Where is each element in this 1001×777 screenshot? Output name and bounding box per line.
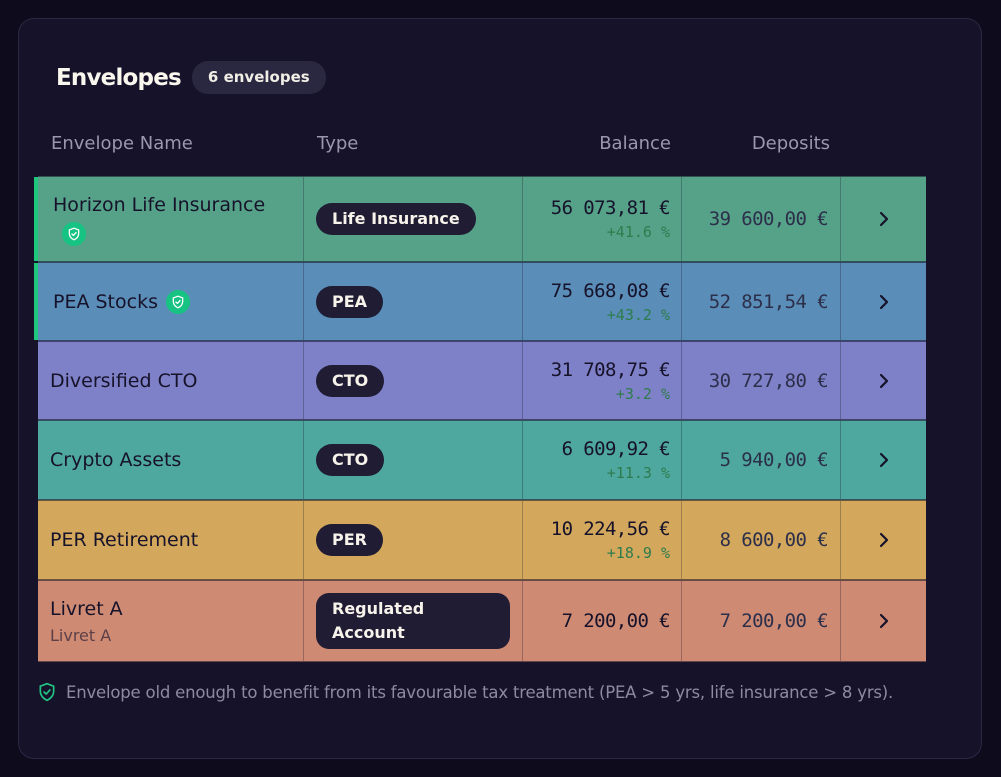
balance-cell: 10 224,56 € +18.9 % bbox=[523, 501, 682, 579]
page-title: Envelopes bbox=[56, 64, 182, 91]
envelopes-table: Horizon Life Insurance Life Insurance 56… bbox=[34, 176, 926, 662]
type-cell: CTO bbox=[304, 421, 523, 499]
table-row[interactable]: Horizon Life Insurance Life Insurance 56… bbox=[34, 176, 926, 262]
column-header-deposits[interactable]: Deposits bbox=[751, 133, 830, 154]
chevron-right-icon bbox=[879, 613, 888, 629]
balance-cell: 75 668,08 € +43.2 % bbox=[523, 263, 682, 340]
name-cell: Horizon Life Insurance bbox=[38, 177, 304, 261]
type-cell: Regulated Account bbox=[304, 581, 523, 661]
tax-footnote: Envelope old enough to benefit from its … bbox=[37, 682, 893, 702]
balance-cell: 6 609,92 € +11.3 % bbox=[523, 421, 682, 499]
open-row-button[interactable] bbox=[841, 177, 926, 261]
chevron-right-icon bbox=[879, 373, 888, 388]
name-cell: Diversified CTO bbox=[38, 342, 304, 419]
open-row-button[interactable] bbox=[841, 421, 926, 499]
performance-percent: +11.3 % bbox=[606, 464, 670, 482]
shield-check-icon bbox=[39, 682, 55, 702]
deposits-cell: 30 727,80 € bbox=[682, 342, 841, 419]
name-cell: PEA Stocks bbox=[38, 263, 304, 340]
deposits-amount: 8 600,00 € bbox=[719, 529, 829, 551]
column-header-type[interactable]: Type bbox=[317, 133, 359, 154]
type-cell: CTO bbox=[304, 342, 523, 419]
deposits-cell: 8 600,00 € bbox=[682, 501, 841, 579]
envelope-subtitle: Livret A bbox=[50, 625, 112, 645]
envelope-name: Diversified CTO bbox=[50, 369, 198, 392]
deposits-cell: 5 940,00 € bbox=[682, 421, 841, 499]
balance-amount: 7 200,00 € bbox=[561, 610, 671, 632]
card-header: Envelopes 6 envelopes bbox=[56, 61, 326, 94]
shield-check-icon bbox=[62, 222, 86, 246]
envelope-name: Crypto Assets bbox=[50, 449, 182, 471]
envelope-count-badge: 6 envelopes bbox=[191, 61, 326, 94]
balance-amount: 56 073,81 € bbox=[550, 197, 671, 219]
envelope-name: Livret A bbox=[50, 597, 123, 620]
open-row-button[interactable] bbox=[841, 501, 926, 579]
type-badge: CTO bbox=[316, 364, 385, 397]
balance-amount: 10 224,56 € bbox=[550, 518, 671, 540]
chevron-right-icon bbox=[879, 532, 888, 548]
deposits-amount: 7 200,00 € bbox=[719, 610, 829, 632]
type-badge: PEA bbox=[316, 285, 384, 318]
name-cell: PER Retirement bbox=[38, 501, 304, 579]
type-badge: Regulated Account bbox=[316, 593, 510, 649]
balance-amount: 6 609,92 € bbox=[561, 438, 671, 460]
shield-check-icon bbox=[165, 289, 190, 314]
table-row[interactable]: PER Retirement PER 10 224,56 € +18.9 % 8… bbox=[38, 500, 926, 580]
balance-cell: 56 073,81 € +41.6 % bbox=[523, 177, 682, 261]
performance-percent: +3.2 % bbox=[615, 384, 670, 403]
balance-amount: 75 668,08 € bbox=[550, 279, 671, 302]
type-cell: PEA bbox=[304, 263, 523, 340]
performance-percent: +43.2 % bbox=[606, 305, 670, 324]
performance-percent: +41.6 % bbox=[606, 223, 670, 241]
deposits-amount: 52 851,54 € bbox=[708, 290, 829, 313]
balance-cell: 31 708,75 € +3.2 % bbox=[523, 342, 682, 419]
open-row-button[interactable] bbox=[841, 342, 926, 419]
deposits-cell: 52 851,54 € bbox=[682, 263, 841, 340]
deposits-amount: 30 727,80 € bbox=[708, 369, 829, 392]
type-badge: CTO bbox=[316, 444, 385, 476]
chevron-right-icon bbox=[879, 211, 888, 227]
balance-cell: 7 200,00 € bbox=[523, 581, 682, 661]
envelope-name: PEA Stocks bbox=[53, 290, 158, 313]
deposits-amount: 5 940,00 € bbox=[719, 449, 829, 471]
name-cell: Livret A Livret A bbox=[38, 581, 304, 661]
column-header-balance[interactable]: Balance bbox=[599, 133, 671, 154]
table-row[interactable]: PEA Stocks PEA 75 668,08 € +43.2 % 52 85… bbox=[34, 262, 926, 341]
envelope-name: Horizon Life Insurance bbox=[53, 194, 266, 216]
performance-percent: +18.9 % bbox=[606, 544, 670, 562]
deposits-amount: 39 600,00 € bbox=[708, 208, 829, 230]
chevron-right-icon bbox=[879, 294, 888, 309]
name-cell: Crypto Assets bbox=[38, 421, 304, 499]
table-row[interactable]: Livret A Livret A Regulated Account 7 20… bbox=[38, 580, 926, 662]
footnote-text: Envelope old enough to benefit from its … bbox=[66, 682, 894, 702]
type-cell: Life Insurance bbox=[304, 177, 523, 261]
open-row-button[interactable] bbox=[841, 581, 926, 661]
type-cell: PER bbox=[304, 501, 523, 579]
type-badge: Life Insurance bbox=[316, 203, 476, 235]
column-header-name[interactable]: Envelope Name bbox=[51, 133, 193, 154]
deposits-cell: 7 200,00 € bbox=[682, 581, 841, 661]
chevron-right-icon bbox=[879, 452, 888, 468]
balance-amount: 31 708,75 € bbox=[550, 358, 671, 381]
open-row-button[interactable] bbox=[841, 263, 926, 340]
type-badge: PER bbox=[316, 524, 383, 556]
table-header: Envelope Name Type Balance Deposits bbox=[37, 133, 927, 165]
table-row[interactable]: Diversified CTO CTO 31 708,75 € +3.2 % 3… bbox=[38, 341, 926, 420]
deposits-cell: 39 600,00 € bbox=[682, 177, 841, 261]
table-row[interactable]: Crypto Assets CTO 6 609,92 € +11.3 % 5 9… bbox=[38, 420, 926, 500]
envelope-name: PER Retirement bbox=[50, 529, 199, 551]
